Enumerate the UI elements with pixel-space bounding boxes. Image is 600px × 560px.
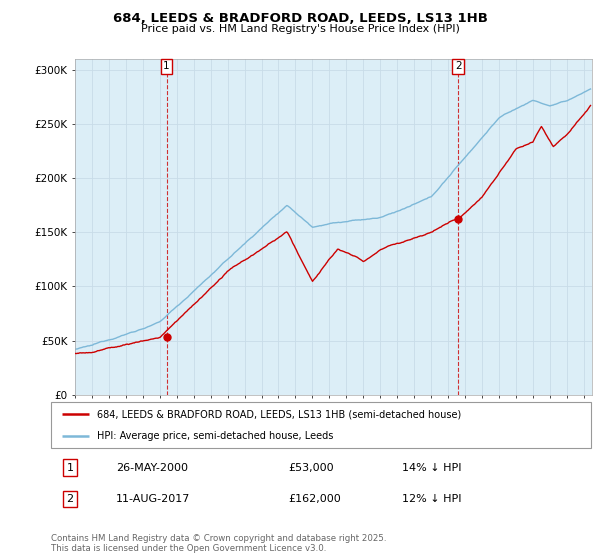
Text: HPI: Average price, semi-detached house, Leeds: HPI: Average price, semi-detached house,… <box>97 431 333 441</box>
Text: 684, LEEDS & BRADFORD ROAD, LEEDS, LS13 1HB: 684, LEEDS & BRADFORD ROAD, LEEDS, LS13 … <box>113 12 487 25</box>
Text: 26-MAY-2000: 26-MAY-2000 <box>116 463 188 473</box>
Text: 1: 1 <box>163 62 170 71</box>
Text: 11-AUG-2017: 11-AUG-2017 <box>116 494 190 504</box>
Text: Contains HM Land Registry data © Crown copyright and database right 2025.
This d: Contains HM Land Registry data © Crown c… <box>51 534 386 553</box>
Text: 2: 2 <box>455 62 461 71</box>
Text: £162,000: £162,000 <box>289 494 341 504</box>
Text: 14% ↓ HPI: 14% ↓ HPI <box>402 463 461 473</box>
Text: 1: 1 <box>67 463 73 473</box>
Text: Price paid vs. HM Land Registry's House Price Index (HPI): Price paid vs. HM Land Registry's House … <box>140 24 460 34</box>
FancyBboxPatch shape <box>51 402 591 448</box>
Text: 12% ↓ HPI: 12% ↓ HPI <box>402 494 461 504</box>
Text: 2: 2 <box>67 494 73 504</box>
Text: 684, LEEDS & BRADFORD ROAD, LEEDS, LS13 1HB (semi-detached house): 684, LEEDS & BRADFORD ROAD, LEEDS, LS13 … <box>97 409 461 419</box>
Text: £53,000: £53,000 <box>289 463 334 473</box>
